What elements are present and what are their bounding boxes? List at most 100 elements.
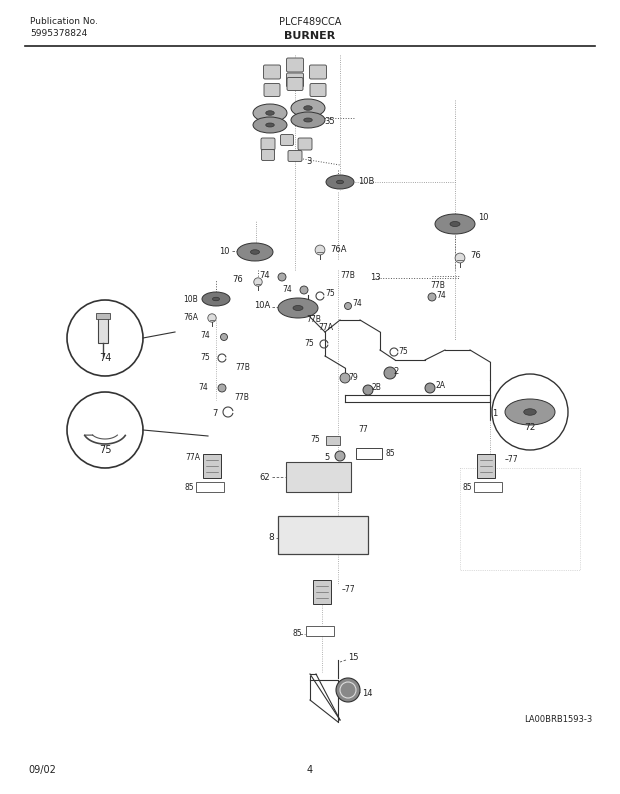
Ellipse shape <box>524 409 536 415</box>
Text: 85: 85 <box>385 449 394 457</box>
FancyBboxPatch shape <box>287 78 303 91</box>
Text: 5: 5 <box>325 453 330 461</box>
Text: 13: 13 <box>370 272 381 282</box>
Text: 74: 74 <box>352 299 361 309</box>
Text: 76: 76 <box>232 276 243 284</box>
Bar <box>313 580 331 604</box>
Text: 1: 1 <box>492 410 497 418</box>
Text: 75: 75 <box>398 348 408 357</box>
Ellipse shape <box>266 110 274 115</box>
Text: 74: 74 <box>99 353 111 363</box>
Text: 75: 75 <box>304 340 314 349</box>
Text: 75: 75 <box>99 445 111 455</box>
Text: 8: 8 <box>268 534 274 542</box>
Bar <box>474 482 502 492</box>
Ellipse shape <box>505 399 555 425</box>
Ellipse shape <box>291 99 325 117</box>
Bar <box>326 436 340 445</box>
Text: 85: 85 <box>293 630 302 638</box>
FancyBboxPatch shape <box>288 151 302 161</box>
Text: 77B: 77B <box>306 315 321 325</box>
Text: –77: –77 <box>505 456 518 464</box>
Text: 74: 74 <box>282 286 292 295</box>
Circle shape <box>218 384 226 392</box>
Ellipse shape <box>237 243 273 261</box>
Ellipse shape <box>326 175 354 189</box>
Circle shape <box>221 333 228 341</box>
Text: –77: –77 <box>342 585 356 595</box>
Bar <box>356 448 382 459</box>
Text: 77A: 77A <box>318 323 333 333</box>
FancyBboxPatch shape <box>280 134 293 145</box>
Text: 4: 4 <box>307 765 313 775</box>
Text: 76: 76 <box>470 252 480 260</box>
Text: 85: 85 <box>184 483 194 491</box>
Circle shape <box>340 373 350 383</box>
FancyBboxPatch shape <box>264 65 280 79</box>
Ellipse shape <box>450 222 460 226</box>
FancyBboxPatch shape <box>286 462 351 492</box>
Ellipse shape <box>253 104 287 122</box>
Text: 75: 75 <box>200 353 210 363</box>
Text: 10B: 10B <box>358 178 374 187</box>
Text: 85: 85 <box>463 483 472 491</box>
Text: 77B: 77B <box>340 271 355 279</box>
Ellipse shape <box>250 250 260 254</box>
Text: 77B: 77B <box>430 282 445 291</box>
Text: 10: 10 <box>219 246 230 256</box>
Text: LA00BRB1593-3: LA00BRB1593-3 <box>524 715 592 724</box>
Circle shape <box>254 278 262 286</box>
Ellipse shape <box>304 118 312 122</box>
Text: 7: 7 <box>213 408 218 418</box>
Text: 74: 74 <box>259 272 270 280</box>
Text: 2A: 2A <box>436 381 446 391</box>
Text: 10: 10 <box>478 214 489 222</box>
Text: 77: 77 <box>358 426 368 434</box>
Text: 74: 74 <box>436 291 446 300</box>
Text: PLCF489CCA: PLCF489CCA <box>279 17 341 27</box>
FancyBboxPatch shape <box>309 65 327 79</box>
Text: 09/02: 09/02 <box>28 765 56 775</box>
Text: 14: 14 <box>362 689 373 699</box>
Text: Publication No.: Publication No. <box>30 17 98 26</box>
Bar <box>196 482 224 492</box>
Ellipse shape <box>278 298 318 318</box>
Text: 75: 75 <box>310 435 320 445</box>
Circle shape <box>278 273 286 281</box>
Text: 3: 3 <box>306 157 311 167</box>
Circle shape <box>455 253 465 263</box>
Ellipse shape <box>266 123 274 127</box>
Text: 77B: 77B <box>234 394 249 403</box>
FancyBboxPatch shape <box>264 83 280 97</box>
Bar <box>96 313 110 319</box>
FancyBboxPatch shape <box>286 58 304 72</box>
Ellipse shape <box>253 117 287 133</box>
Bar <box>203 454 221 478</box>
Text: 10A: 10A <box>254 302 270 310</box>
Ellipse shape <box>435 214 475 234</box>
Text: 74: 74 <box>200 332 210 341</box>
Circle shape <box>425 383 435 393</box>
Text: 76A: 76A <box>330 245 347 255</box>
FancyBboxPatch shape <box>262 149 275 160</box>
Text: 72: 72 <box>525 422 536 431</box>
FancyBboxPatch shape <box>298 138 312 150</box>
Text: 2: 2 <box>393 367 398 376</box>
FancyBboxPatch shape <box>278 516 368 554</box>
Text: 35: 35 <box>324 117 335 125</box>
Ellipse shape <box>304 106 312 110</box>
Text: 5995378824: 5995378824 <box>30 29 87 37</box>
Circle shape <box>345 303 352 310</box>
Circle shape <box>208 314 216 322</box>
Text: 76A: 76A <box>183 314 198 322</box>
Text: 10B: 10B <box>184 295 198 303</box>
FancyBboxPatch shape <box>286 73 304 87</box>
Text: 79: 79 <box>348 373 358 383</box>
Text: 77A: 77A <box>185 453 200 462</box>
Ellipse shape <box>202 292 230 306</box>
Bar <box>477 454 495 478</box>
Circle shape <box>363 385 373 395</box>
Ellipse shape <box>291 112 325 128</box>
Text: 2B: 2B <box>372 384 382 392</box>
Bar <box>98 318 108 343</box>
